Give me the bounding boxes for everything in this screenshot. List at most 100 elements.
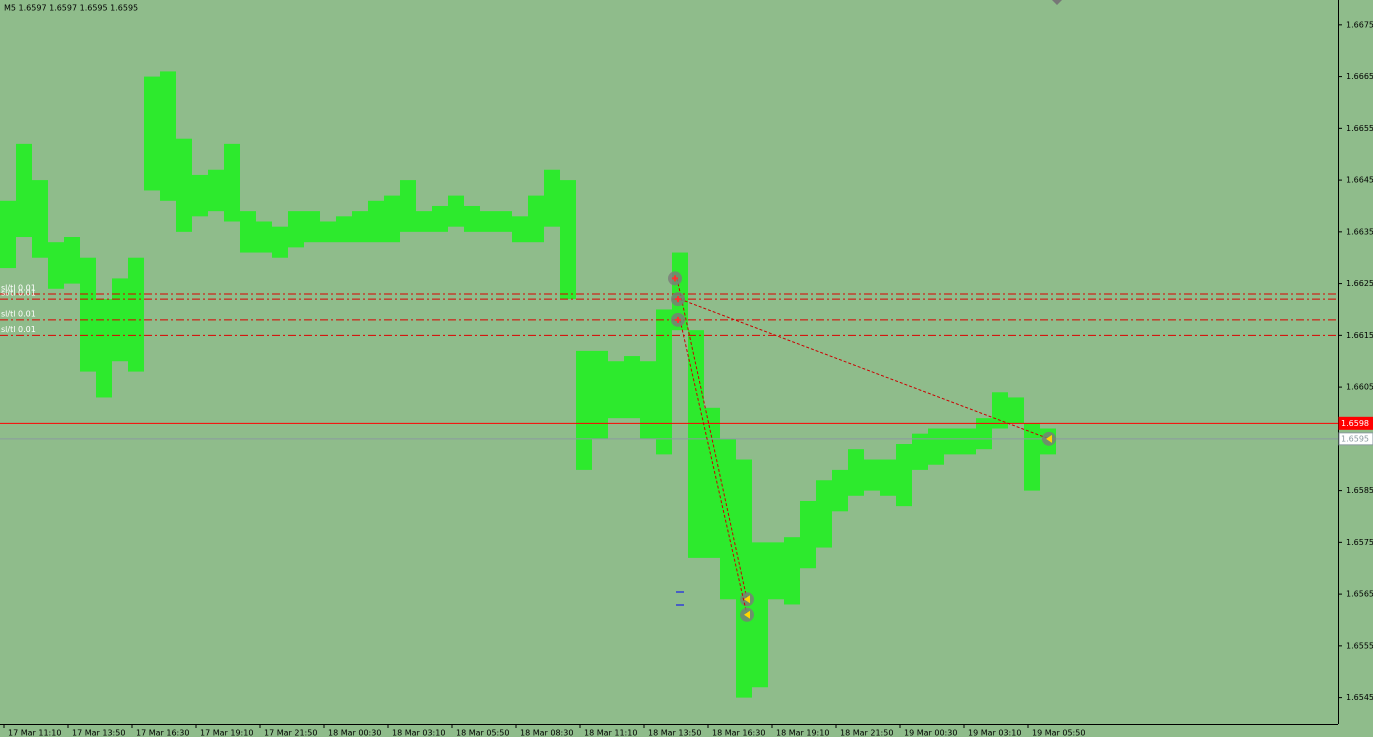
price-range (720, 438, 736, 600)
price-range (944, 428, 960, 455)
price-range (336, 216, 352, 243)
x-tick-label: 19 Mar 03:10 (968, 729, 1021, 737)
price-range (928, 428, 944, 465)
y-tick-label: 1.6645 (1346, 176, 1373, 185)
x-tick-label: 17 Mar 13:50 (72, 729, 125, 737)
y-tick-label: 1.6635 (1346, 227, 1373, 236)
price-range (960, 428, 976, 455)
price-range (160, 71, 176, 201)
y-tick-label: 1.6655 (1346, 124, 1373, 133)
price-range (224, 143, 240, 222)
chart-title: M5 1.6597 1.6597 1.6595 1.6595 (4, 4, 138, 13)
y-tick-label: 1.6575 (1346, 538, 1373, 547)
shift-marker (1052, 0, 1062, 5)
price-range (96, 299, 112, 398)
x-tick-label: 18 Mar 11:10 (584, 729, 637, 737)
y-tick-label: 1.6585 (1346, 486, 1373, 495)
x-tick-label: 17 Mar 16:30 (136, 729, 189, 737)
x-tick-label: 18 Mar 05:50 (456, 729, 509, 737)
price-range (464, 205, 480, 232)
price-range (704, 407, 720, 558)
price-range (800, 500, 816, 569)
price-range (192, 174, 208, 217)
price-range (480, 211, 496, 232)
price-range (64, 237, 80, 284)
x-tick-label: 17 Mar 21:50 (264, 729, 317, 737)
price-range (624, 356, 640, 419)
price-range (640, 361, 656, 439)
y-tick-label: 1.6675 (1346, 20, 1373, 29)
trade-line (679, 298, 1050, 440)
price-range (496, 211, 512, 232)
x-tick-label: 18 Mar 00:30 (328, 729, 381, 737)
price-range (176, 138, 192, 232)
price-range (0, 200, 16, 269)
order-label: sl/tl 0.01 (1, 325, 36, 334)
x-tick-label: 18 Mar 03:10 (392, 729, 445, 737)
order-label: sl/tl 0.01 (1, 289, 36, 298)
y-tick-label: 1.6615 (1346, 331, 1373, 340)
price-range (304, 211, 320, 243)
x-tick-label: 18 Mar 19:10 (776, 729, 829, 737)
price-range (80, 257, 96, 372)
bid-line-box (1338, 432, 1373, 446)
x-tick-label: 17 Mar 19:10 (200, 729, 253, 737)
price-range (880, 459, 896, 496)
order-label: sl/tl 0.01 (1, 283, 36, 292)
price-range (240, 211, 256, 253)
y-tick-label: 1.6565 (1346, 590, 1373, 599)
x-tick-label: 17 Mar 11:10 (8, 729, 61, 737)
price-range (832, 469, 848, 512)
price-range (688, 330, 704, 558)
trade-open-arrow (675, 296, 681, 303)
order-label: sl/tl 0.01 (1, 309, 36, 318)
price-range (1024, 423, 1040, 491)
price-range (400, 180, 416, 232)
price-range (320, 221, 336, 243)
price-range (896, 444, 912, 507)
price-range (352, 211, 368, 243)
price-range (528, 195, 544, 243)
price-range (256, 221, 272, 253)
price-range (16, 143, 32, 238)
y-tick-label: 1.6545 (1346, 693, 1373, 702)
price-range (272, 226, 288, 258)
price-range (448, 195, 464, 227)
price-range (48, 242, 64, 289)
price-range (368, 200, 384, 243)
price-range (752, 542, 768, 688)
trade-close-arrow (1046, 434, 1052, 443)
price-range (416, 211, 432, 232)
price-range (128, 257, 144, 372)
price-range (768, 542, 784, 600)
x-tick-label: 19 Mar 00:30 (904, 729, 957, 737)
trade-open-arrow (672, 275, 678, 282)
x-tick-label: 19 Mar 05:50 (1032, 729, 1085, 737)
price-range (736, 459, 752, 698)
y-tick-label: 1.6555 (1346, 641, 1373, 650)
price-range (208, 169, 224, 212)
trade-close-arrow (744, 610, 750, 619)
price-range (608, 361, 624, 419)
price-range (912, 433, 928, 470)
x-tick-label: 18 Mar 08:30 (520, 729, 573, 737)
price-range (864, 459, 880, 491)
price-range (560, 180, 576, 300)
price-range (656, 309, 672, 455)
price-range (784, 537, 800, 605)
price-range (544, 169, 560, 227)
x-tick-label: 18 Mar 16:30 (712, 729, 765, 737)
ask-line-label: 1.6598 (1341, 419, 1369, 428)
trade-open-arrow (675, 316, 681, 323)
y-tick-label: 1.6625 (1346, 279, 1373, 288)
price-range (816, 480, 832, 548)
price-range (512, 216, 528, 243)
price-range (432, 205, 448, 232)
x-tick-label: 18 Mar 21:50 (840, 729, 893, 737)
price-range (144, 76, 160, 191)
trade-close-arrow (744, 595, 750, 604)
price-range (848, 449, 864, 496)
